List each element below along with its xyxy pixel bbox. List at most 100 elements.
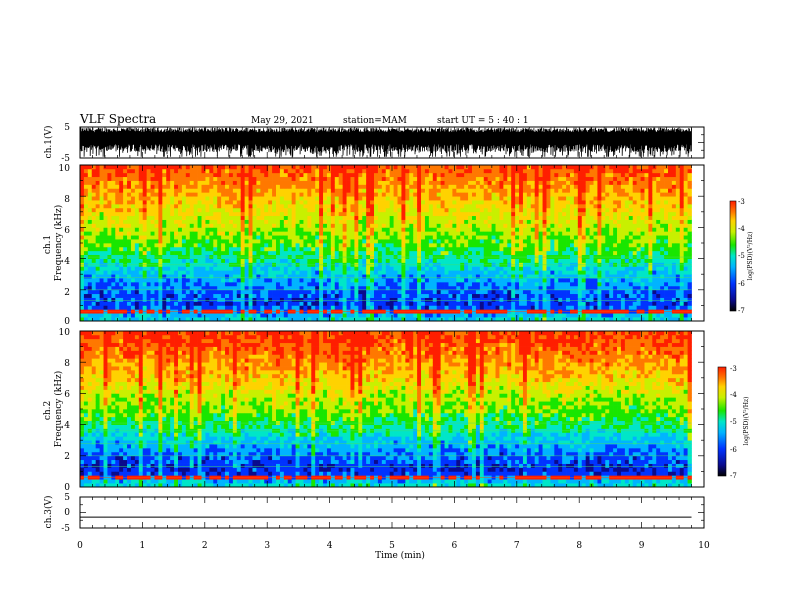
spectrogram-cell <box>323 297 328 302</box>
spectrogram-cell <box>260 317 265 322</box>
spectrogram-cell <box>413 243 418 248</box>
spectrogram-cell <box>205 180 210 185</box>
spectrogram-cell <box>334 192 340 197</box>
spectrogram-cell <box>444 270 449 275</box>
spectrogram-cell <box>362 301 367 306</box>
spectrogram-cell <box>421 180 426 185</box>
spectrogram-cell <box>460 196 465 201</box>
spectrogram-cell <box>279 239 285 244</box>
spectrogram-cell <box>185 211 191 217</box>
spectrogram-cell <box>252 215 257 220</box>
spectrogram-cell <box>158 301 163 306</box>
spectrogram-cell <box>530 231 536 236</box>
spectrogram-cell <box>291 223 296 228</box>
spectrogram-cell <box>142 180 147 185</box>
spectrogram-cell <box>213 282 218 287</box>
spectrogram-cell <box>299 250 304 256</box>
spectrogram-cell <box>178 250 183 256</box>
spectrogram-cell <box>107 317 112 322</box>
spectrogram-cell <box>240 196 245 201</box>
spectrogram-cell <box>295 301 300 306</box>
spectrogram-cell <box>440 278 445 283</box>
spectrogram-cell <box>119 219 124 224</box>
spectrogram-cell <box>279 246 285 252</box>
spectrogram-cell <box>213 176 218 181</box>
spectrogram-cell <box>362 285 367 291</box>
spectrogram-cell <box>287 289 293 295</box>
spectrogram-cell <box>181 317 187 322</box>
spectrogram-cell <box>421 278 426 283</box>
spectrogram-cell <box>80 289 85 295</box>
spectrogram-cell <box>240 235 245 240</box>
spectrogram-cell <box>311 297 316 302</box>
spectrogram-cell <box>421 192 426 197</box>
spectrogram-cell <box>464 176 469 181</box>
spectrogram-cell <box>515 188 520 193</box>
spectrogram-cell <box>228 211 234 217</box>
spectrogram-cell <box>158 258 163 263</box>
spectrogram-cell <box>428 317 434 322</box>
spectrogram-cell <box>530 172 536 178</box>
spectrogram-cell <box>178 200 183 205</box>
spectrogram-cell <box>475 165 481 170</box>
spectrogram-cell <box>123 211 128 217</box>
spectrogram-cell <box>475 282 481 287</box>
spectrogram-cell <box>401 235 406 240</box>
spectrogram-cell <box>276 289 281 295</box>
spectrogram-cell <box>519 239 524 244</box>
spectrogram-cell <box>413 313 418 318</box>
spectrogram-cell <box>546 176 551 181</box>
spectrogram-cell <box>479 211 485 217</box>
spectrogram-cell <box>154 207 159 213</box>
spectrogram-cell <box>350 289 355 295</box>
spectrogram-cell <box>483 274 489 279</box>
spectrogram-cell <box>264 243 269 248</box>
spectrogram-cell <box>330 289 336 295</box>
spectrogram-cell <box>323 246 328 252</box>
spectrogram-cell <box>526 231 532 236</box>
spectrogram-cell <box>342 278 347 283</box>
spectrogram-cell <box>209 188 214 193</box>
spectrogram-cell <box>146 297 151 302</box>
spectrogram-cell <box>554 305 559 310</box>
spectrogram-cell <box>201 243 206 248</box>
spectrogram-cell <box>279 176 285 181</box>
spectrogram-cell <box>417 266 422 271</box>
spectrogram-cell <box>479 165 485 170</box>
spectrogram-cell <box>134 282 140 287</box>
spectrogram-cell <box>319 184 324 189</box>
spectrogram-cell <box>228 243 234 248</box>
spectrogram-cell <box>111 285 116 291</box>
spectrogram-cell <box>142 168 147 174</box>
spectrogram-cell <box>287 192 293 197</box>
spectrogram-cell <box>142 297 147 302</box>
spectrogram-cell <box>464 227 469 232</box>
spectrogram-cell <box>287 188 293 193</box>
spectrogram-cell <box>119 200 124 205</box>
spectrogram-cell <box>472 168 477 174</box>
spectrogram-cell <box>256 282 261 287</box>
spectrogram-cell <box>260 289 265 295</box>
spectrogram-cell <box>162 317 167 322</box>
spectrogram-cell <box>526 243 532 248</box>
spectrogram-cell <box>428 192 434 197</box>
spectrogram-cell <box>511 317 516 322</box>
spectrogram-cell <box>193 227 198 232</box>
spectrogram-cell <box>95 219 100 224</box>
spectrogram-cell <box>448 282 453 287</box>
spectrogram-cell <box>424 165 430 170</box>
spectrogram-cell <box>185 274 191 279</box>
spectrogram-cell <box>366 282 371 287</box>
spectrogram-cell <box>134 239 140 244</box>
spectrogram-cell <box>162 172 167 178</box>
spectrogram-cell <box>464 168 469 174</box>
spectrogram-cell <box>201 274 206 279</box>
spectrogram-cell <box>299 192 304 197</box>
spectrogram-cell <box>479 289 485 295</box>
spectrogram-cell <box>342 305 347 310</box>
spectrogram-cell <box>221 258 226 263</box>
spectrogram-cell <box>127 231 132 236</box>
spectrogram-cell <box>409 176 414 181</box>
spectrogram-cell <box>225 184 230 189</box>
spectrogram-cell <box>130 270 136 275</box>
